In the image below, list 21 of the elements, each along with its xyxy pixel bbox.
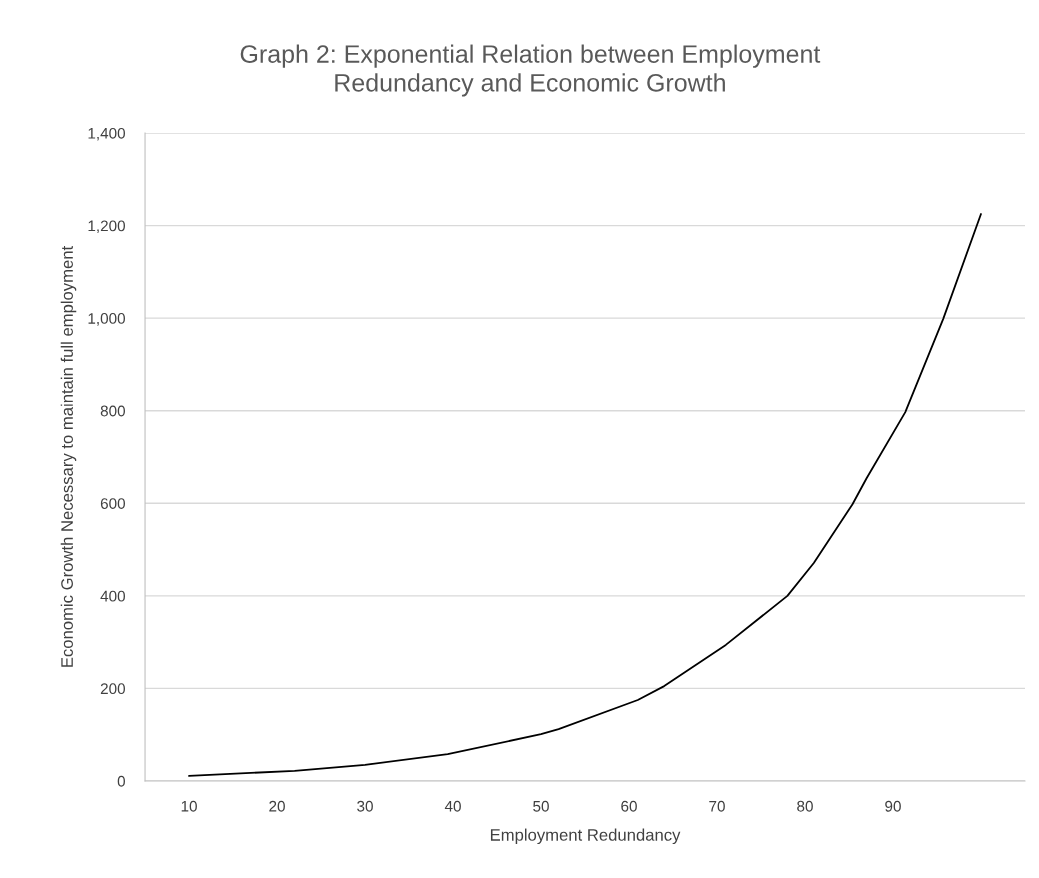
y-tick-label: 400 xyxy=(100,590,125,602)
y-tick-label: 1,000 xyxy=(88,313,126,326)
x-tick-label: 10 xyxy=(181,800,197,812)
y-tick-label: 1,400 xyxy=(88,127,126,141)
x-tick-label: 50 xyxy=(533,800,549,812)
x-tick-label: 90 xyxy=(885,800,901,812)
y-axis-title: Economic Growth Necessary to maintain full employment xyxy=(60,245,77,667)
y-tick-label: 800 xyxy=(100,405,125,417)
x-tick-label: 80 xyxy=(797,800,813,812)
x-tick-label: 30 xyxy=(357,800,373,812)
x-tick-label: 70 xyxy=(709,800,725,812)
y-tick-label: 200 xyxy=(100,683,125,695)
y-tick-label: 0 xyxy=(117,775,125,787)
x-tick-label: 40 xyxy=(444,800,461,812)
x-axis-title: Employment Redundancy xyxy=(490,828,681,845)
chart-title: Graph 2: Exponential Relation between Employment Redundancy and Economic Growth xyxy=(240,44,821,97)
line-series xyxy=(188,213,982,777)
x-tick-label: 20 xyxy=(269,800,285,812)
y-tick-label: 600 xyxy=(100,498,125,509)
y-tick-label: 1,200 xyxy=(88,220,126,234)
x-tick-label: 60 xyxy=(621,800,637,812)
